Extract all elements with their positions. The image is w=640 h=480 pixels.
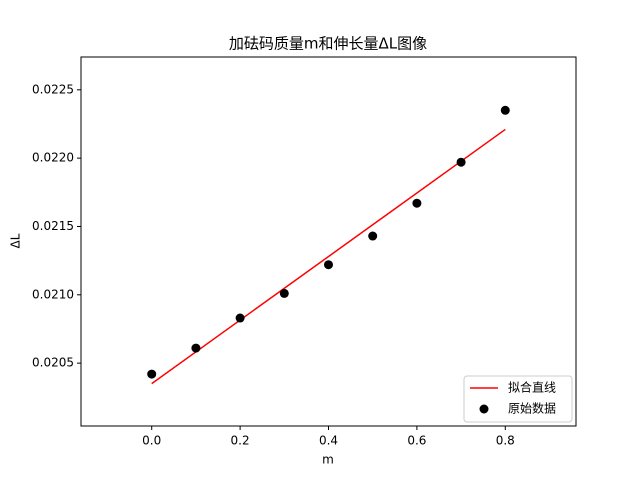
y-tick-label: 0.0210 (32, 287, 74, 301)
x-tick-label: 0.2 (231, 434, 250, 448)
y-tick-label: 0.0225 (32, 82, 74, 96)
data-point (412, 198, 422, 208)
chart-title: 加砝码质量m和伸长量ΔL图像 (229, 35, 427, 53)
data-point (456, 157, 466, 167)
data-point (235, 313, 245, 323)
y-tick-label: 0.0205 (32, 356, 74, 370)
x-tick-label: 0.6 (407, 434, 426, 448)
legend-label: 原始数据 (508, 401, 556, 416)
x-axis-label: m (322, 453, 334, 467)
x-tick-label: 0.8 (496, 434, 515, 448)
legend-label: 拟合直线 (508, 380, 556, 395)
y-tick-label: 0.0215 (32, 219, 74, 233)
data-point (279, 288, 289, 298)
y-axis-label: ΔL (9, 233, 23, 248)
y-tick-label: 0.0220 (32, 151, 74, 165)
legend-swatch (479, 404, 489, 414)
fit-line (151, 128, 506, 385)
data-point (191, 343, 201, 353)
x-tick-label: 0.4 (319, 434, 338, 448)
data-point (500, 105, 510, 115)
data-point (368, 231, 378, 241)
data-point (147, 369, 157, 379)
data-point (324, 260, 333, 270)
plot-frame (80, 56, 577, 427)
x-tick-label: 0.0 (142, 434, 161, 448)
